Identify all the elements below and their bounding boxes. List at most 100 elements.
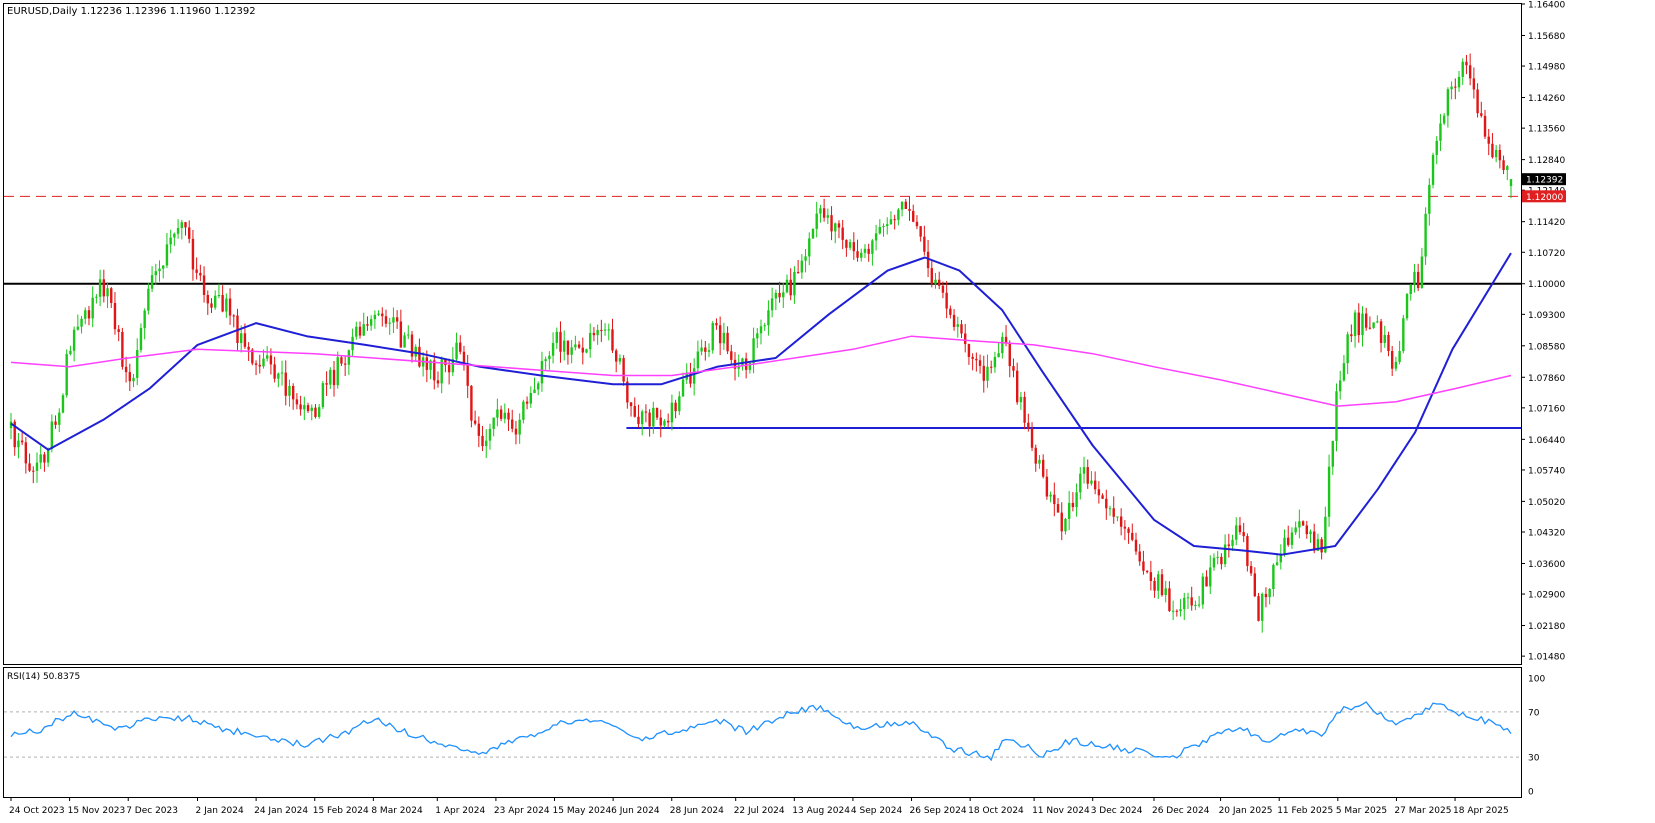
candle xyxy=(1461,58,1464,85)
candle xyxy=(711,321,714,354)
candle xyxy=(1201,572,1205,609)
candle xyxy=(908,196,911,221)
candle xyxy=(1420,247,1424,289)
rsi-tick-label: 30 xyxy=(1528,754,1540,764)
candle xyxy=(1194,600,1197,611)
candle xyxy=(1034,444,1037,472)
candle xyxy=(28,453,31,473)
candle xyxy=(1502,155,1505,175)
candle xyxy=(210,298,213,314)
current-price-label: 1.12392 xyxy=(1526,176,1563,186)
candle xyxy=(39,445,42,470)
candle xyxy=(317,404,321,419)
candle xyxy=(945,280,948,319)
candle xyxy=(993,351,997,373)
candle xyxy=(785,274,789,294)
candle xyxy=(503,403,507,424)
candle xyxy=(184,221,187,236)
candle xyxy=(715,318,718,330)
candle xyxy=(551,332,555,364)
candle xyxy=(923,225,926,256)
candle xyxy=(1179,598,1182,617)
rsi-tick-label: 100 xyxy=(1528,675,1545,685)
candle xyxy=(659,409,662,438)
candle xyxy=(377,310,380,317)
candle xyxy=(1019,391,1023,410)
candle xyxy=(767,300,770,336)
time-tick-label: 24 Jan 2024 xyxy=(254,806,308,816)
time-tick-label: 6 Jun 2024 xyxy=(611,806,660,816)
price-tick-label: 1.05740 xyxy=(1528,466,1565,476)
time-tick-label: 20 Jan 2025 xyxy=(1219,806,1273,816)
candle xyxy=(1405,292,1409,321)
candle xyxy=(1023,391,1026,430)
candle xyxy=(188,220,191,244)
price-tick-label: 1.06440 xyxy=(1528,436,1565,446)
candle xyxy=(291,383,295,410)
candle xyxy=(774,289,778,311)
candle xyxy=(1056,498,1060,513)
candle xyxy=(343,355,347,377)
price-tick-label: 1.07160 xyxy=(1528,404,1565,414)
candle xyxy=(410,330,414,363)
candle xyxy=(1190,586,1193,611)
candle xyxy=(1249,561,1253,577)
candle xyxy=(1235,517,1238,546)
candle xyxy=(607,323,610,341)
candle xyxy=(596,324,599,345)
candle xyxy=(670,394,674,431)
candle xyxy=(622,355,625,386)
time-tick-label: 8 Mar 2024 xyxy=(371,806,423,816)
candle xyxy=(1134,532,1138,555)
candle xyxy=(132,373,135,388)
candle xyxy=(1398,340,1401,365)
candle xyxy=(1327,454,1331,527)
candle xyxy=(373,310,377,329)
candle xyxy=(626,377,629,409)
candle xyxy=(1294,521,1297,535)
price-tick-label: 1.15680 xyxy=(1528,32,1565,42)
candle xyxy=(1483,109,1487,139)
candle xyxy=(1364,307,1368,331)
candle xyxy=(763,322,766,331)
candle xyxy=(529,386,533,408)
time-tick-label: 18 Apr 2025 xyxy=(1453,806,1509,816)
price-tick-label: 1.02180 xyxy=(1528,622,1565,632)
candle xyxy=(1387,331,1390,357)
time-tick-label: 15 May 2024 xyxy=(553,806,612,816)
candle xyxy=(158,260,161,282)
candle xyxy=(1041,454,1045,479)
candle xyxy=(949,305,952,319)
candle xyxy=(436,371,440,388)
candle xyxy=(321,380,325,410)
candle xyxy=(121,327,124,370)
candle xyxy=(262,349,265,369)
candle xyxy=(180,219,183,240)
candle xyxy=(1454,78,1457,100)
candle xyxy=(329,367,332,390)
candle xyxy=(1131,523,1134,542)
candle xyxy=(65,349,68,398)
candle xyxy=(362,312,365,336)
current-price-box xyxy=(1522,173,1566,186)
candle xyxy=(1112,496,1115,524)
candle xyxy=(1368,316,1372,330)
candle xyxy=(1138,544,1141,566)
candle xyxy=(986,354,989,388)
candle xyxy=(473,410,477,426)
rsi-label: RSI(14) 50.8375 xyxy=(7,672,80,682)
candle xyxy=(173,232,176,246)
candle xyxy=(789,268,792,301)
candle xyxy=(165,233,169,269)
candle xyxy=(336,351,339,389)
candle xyxy=(1253,567,1257,598)
candle xyxy=(1097,481,1101,504)
candle xyxy=(819,204,822,223)
candle xyxy=(1242,522,1245,543)
candle xyxy=(1279,544,1283,570)
candle xyxy=(589,323,592,358)
candle xyxy=(1275,553,1279,566)
time-axis: 24 Oct 2023 15 Nov 2023 7 Dec 2023 2 Jan 20… xyxy=(9,797,1509,816)
candle xyxy=(1153,577,1156,598)
